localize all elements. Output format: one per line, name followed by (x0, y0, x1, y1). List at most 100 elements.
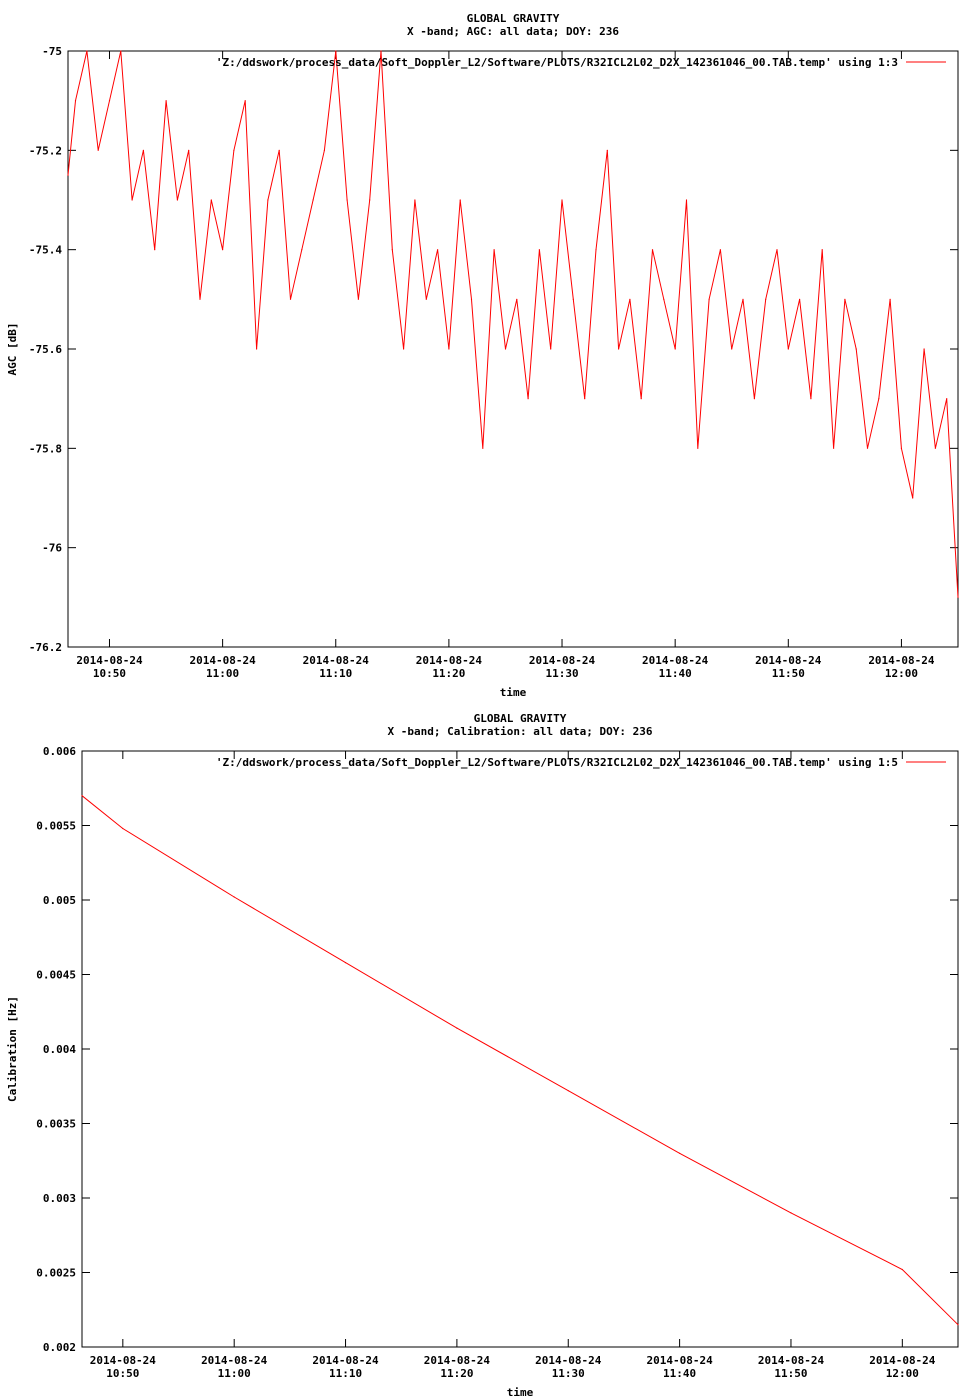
chart-1-data-point (567, 1090, 569, 1092)
chart-1-data-point (790, 1212, 792, 1214)
chart-0-xtick-date-label: 2014-08-24 (190, 654, 257, 667)
chart-0-data-point (821, 249, 823, 251)
chart-0-ytick-label: -75.4 (29, 244, 62, 257)
chart-0-data-point (131, 199, 133, 201)
chart-0-data-point (86, 50, 88, 52)
chart-0-xtick-date-label: 2014-08-24 (416, 654, 483, 667)
chart-0-data-point (799, 298, 801, 300)
chart-1-xtick-date-label: 2014-08-24 (312, 1354, 379, 1367)
chart-1-xtick-time-label: 11:10 (329, 1367, 362, 1380)
chart-1-ytick-label: 0.0045 (36, 969, 76, 982)
chart-1-ytick-label: 0.002 (43, 1341, 76, 1354)
chart-0-xtick-time-label: 11:10 (319, 667, 352, 680)
chart-1-ytick-label: 0.0035 (36, 1118, 76, 1131)
chart-0-series-line (67, 50, 959, 598)
chart-1-ytick-label: 0.006 (43, 745, 76, 758)
chart-1-title: GLOBAL GRAVITY (474, 712, 567, 725)
chart-0-data-point (97, 149, 99, 151)
chart-0-data-point (934, 447, 937, 449)
chart-1-xtick-time-label: 12:00 (886, 1367, 919, 1380)
chart-0-data-point (810, 398, 812, 400)
chart-0-plot-frame (67, 50, 959, 648)
chart-0-xtick-date-label: 2014-08-24 (755, 654, 822, 667)
chart-0-data-point (108, 100, 111, 102)
chart-1-xtick-time-label: 10:50 (106, 1367, 139, 1380)
chart-0-data-point (900, 447, 903, 449)
chart-1-ytick-label: 0.004 (43, 1043, 76, 1056)
chart-1-xtick-date-label: 2014-08-24 (424, 1354, 491, 1367)
chart-0-data-point (833, 447, 835, 449)
chart-0-data-point (731, 348, 733, 350)
chart-1-xtick-time-label: 11:40 (663, 1367, 696, 1380)
chart-0-data-point (889, 298, 891, 300)
chart-0-y-axis-label: AGC [dB] (6, 323, 19, 376)
chart-0-data-point (267, 199, 269, 201)
chart-0-data-point (866, 447, 869, 449)
chart-0-data-point (74, 100, 77, 102)
chart-0-data-point (301, 249, 303, 251)
chart-1-ytick-label: 0.0055 (36, 820, 76, 833)
chart-1-xtick-time-label: 11:00 (218, 1367, 251, 1380)
chart-0-data-point (244, 100, 246, 102)
chart-1-data-point (344, 962, 347, 964)
chart-0-data-point (651, 249, 654, 251)
chart-0-data-point (674, 348, 676, 350)
chart-1-data-point (679, 1152, 681, 1154)
chart-0-data-point (165, 100, 167, 102)
chart-1-data-point (456, 1027, 458, 1029)
chart-0-data-point (618, 348, 620, 350)
chart-0-xtick-date-label: 2014-08-24 (868, 654, 935, 667)
chart-0-data-point (335, 50, 337, 52)
chart-0-data-point (233, 149, 235, 151)
chart-0-data-point (176, 199, 178, 201)
chart-0-data-point (289, 298, 292, 300)
chart-1-xtick-date-label: 2014-08-24 (869, 1354, 936, 1367)
chart-0-subtitle: X -band; AGC: all data; DOY: 236 (407, 25, 619, 38)
chart-1-y-axis-label: Calibration [Hz] (6, 996, 19, 1102)
chart-1-data-point (81, 795, 83, 797)
chart-0-data-point (527, 398, 529, 400)
chart-0-ytick-label: -75.8 (29, 442, 62, 455)
chart-1-data-point (957, 1324, 959, 1326)
chart-1-data-point (233, 896, 235, 898)
chart-0-data-point (719, 249, 722, 251)
chart-0-data-point (685, 199, 688, 201)
chart-0-data-point (572, 298, 574, 300)
chart-0-xtick-date-label: 2014-08-24 (303, 654, 370, 667)
chart-0-data-point (787, 348, 789, 350)
chart-0-data-point (470, 298, 473, 300)
chart-0-data-point (538, 249, 541, 251)
chart-0-ytick-label: -76.2 (29, 641, 62, 654)
chart-0-xtick-time-label: 10:50 (93, 667, 126, 680)
chart-1-xtick-date-label: 2014-08-24 (90, 1354, 157, 1367)
chart-0-data-point (923, 348, 925, 350)
chart-0-data-point (357, 298, 359, 300)
chart-1-xtick-time-label: 11:20 (440, 1367, 473, 1380)
chart-0-data-point (595, 249, 597, 251)
chart-0-ytick-label: -76 (42, 542, 62, 555)
chart-0-data-point (256, 348, 258, 350)
chart-0-xtick-date-label: 2014-08-24 (529, 654, 596, 667)
chart-1-x-axis-label: time (507, 1386, 534, 1399)
chart-1-data-point (122, 827, 124, 830)
chart-1-subtitle: X -band; Calibration: all data; DOY: 236 (388, 725, 653, 738)
chart-0-data-point (380, 50, 382, 52)
chart-0-data-point (742, 298, 744, 300)
chart-0-data-point (776, 249, 778, 251)
chart-0-legend-label: 'Z:/ddswork/process_data/Soft_Doppler_L2… (216, 56, 898, 69)
chart-1-ytick-label: 0.005 (43, 894, 76, 907)
chart-0-x-axis-label: time (500, 686, 527, 699)
chart-0-xtick-time-label: 12:00 (885, 667, 918, 680)
chart-0-data-point (67, 174, 69, 176)
chart-1-xtick-time-label: 11:30 (552, 1367, 585, 1380)
chart-1-ytick-label: 0.0025 (36, 1267, 76, 1280)
chart-0-title: GLOBAL GRAVITY (467, 12, 560, 25)
chart-0-data-point (414, 199, 416, 201)
chart-1-xtick-date-label: 2014-08-24 (646, 1354, 713, 1367)
chart-0-data-point (550, 348, 552, 350)
chart-0-xtick-time-label: 11:50 (772, 667, 805, 680)
chart-0-data-point (855, 348, 857, 350)
chart-1-xtick-date-label: 2014-08-24 (201, 1354, 268, 1367)
chart-0-data-point (142, 149, 144, 151)
